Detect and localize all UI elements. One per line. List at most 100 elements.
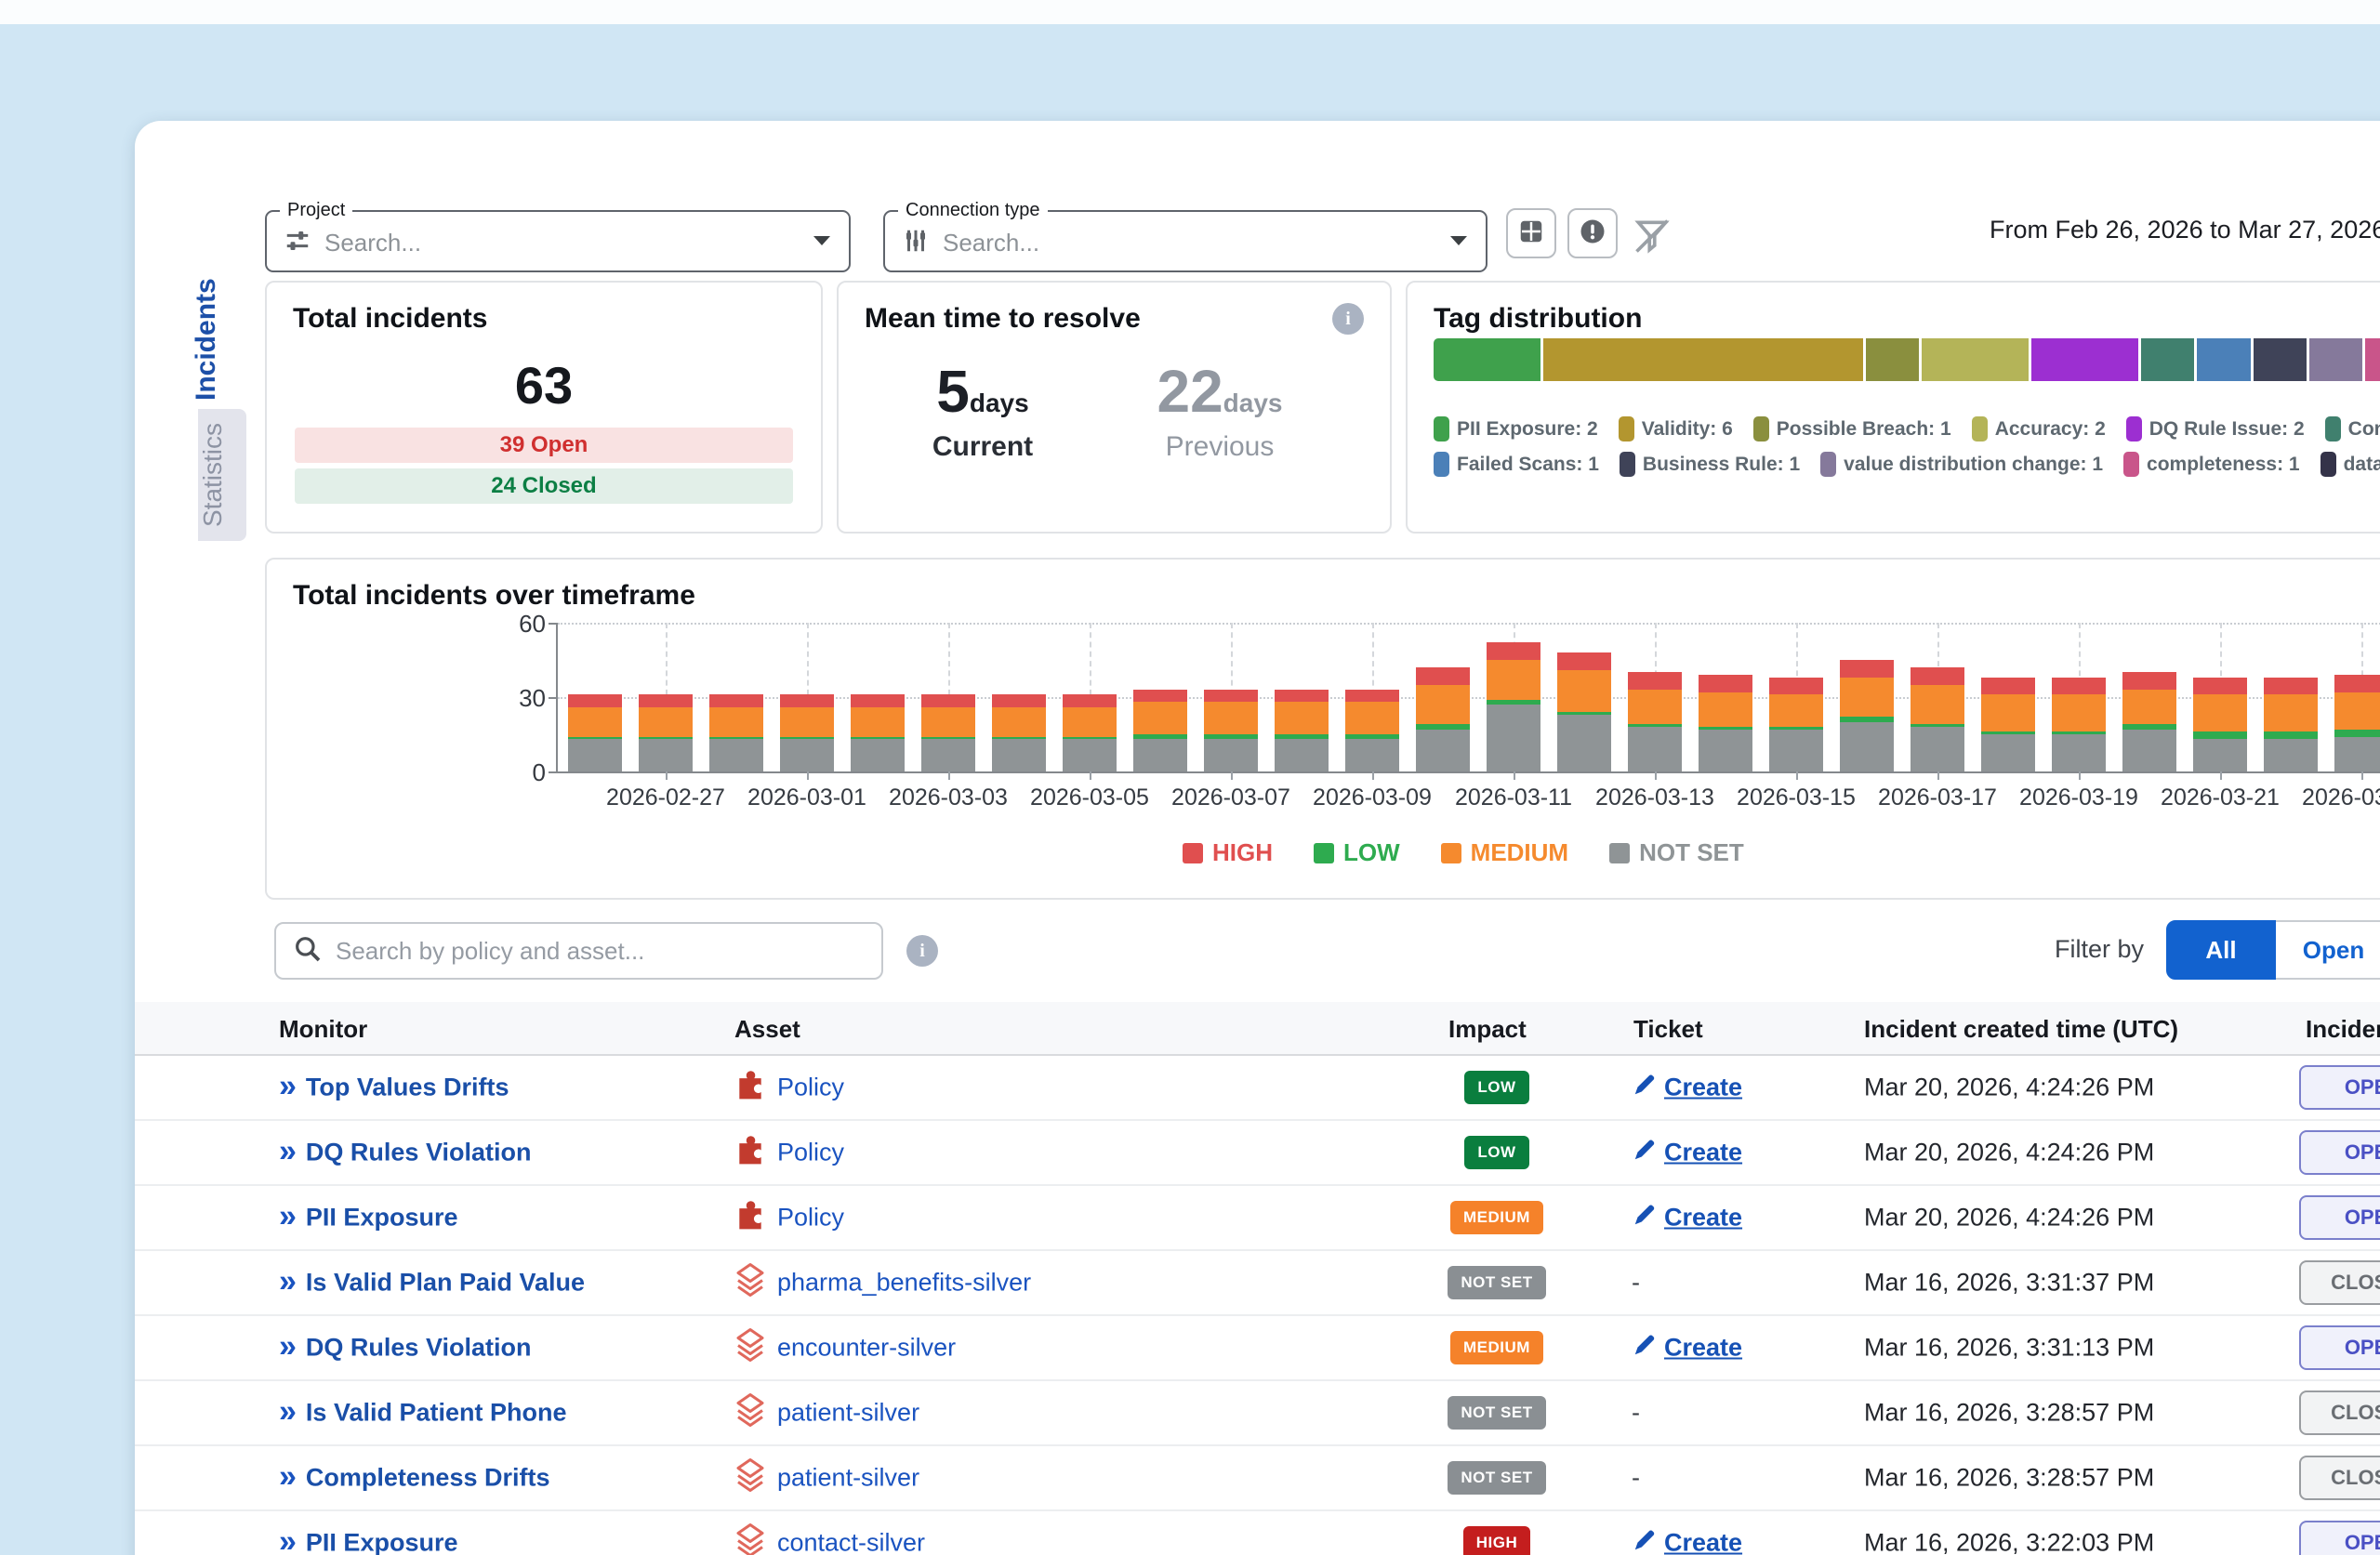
bar-segment-high: [851, 694, 905, 707]
project-filter-select[interactable]: Project Search...: [265, 200, 851, 272]
ticket-cell[interactable]: Create: [1632, 1074, 1742, 1102]
stacked-bar[interactable]: [1275, 690, 1329, 771]
stacked-bar[interactable]: [2052, 677, 2106, 771]
incident-status-badge[interactable]: OPEN: [2299, 1130, 2380, 1175]
status-cell: OPEN: [2299, 1521, 2380, 1555]
stacked-bar[interactable]: [2334, 675, 2380, 771]
asset-link[interactable]: patient-silver: [734, 1392, 919, 1434]
ticket-cell[interactable]: Create: [1632, 1529, 1742, 1555]
mixer-icon: [902, 227, 930, 259]
incident-status-badge[interactable]: OPEN: [2299, 1325, 2380, 1370]
monitor-link[interactable]: » Is Valid Patient Phone: [279, 1395, 567, 1428]
mean-time-title: Mean time to resolve: [865, 303, 1141, 334]
policy-asset-search[interactable]: Search by policy and asset...: [274, 922, 883, 980]
stacked-bar[interactable]: [1628, 672, 1682, 771]
stacked-bar[interactable]: [2122, 672, 2176, 771]
bar-segment-medium: [851, 706, 905, 737]
create-ticket-link[interactable]: Create: [1664, 1138, 1743, 1166]
create-ticket-link[interactable]: Create: [1664, 1333, 1743, 1362]
connection-type-select[interactable]: Connection type Search...: [883, 200, 1488, 272]
stacked-bar[interactable]: [1487, 642, 1540, 771]
stacked-bar[interactable]: [921, 694, 975, 771]
bar-segment-low: [2264, 731, 2318, 740]
mean-time-previous-value: 22: [1157, 358, 1223, 425]
asset-link[interactable]: contact-silver: [734, 1522, 925, 1555]
info-icon[interactable]: i: [906, 935, 938, 967]
dataset-layers-icon: [734, 1262, 766, 1304]
tab-statistics[interactable]: Statistics: [198, 409, 246, 541]
ticket-cell[interactable]: Create: [1632, 1139, 1742, 1167]
alerts-button[interactable]: [1567, 208, 1618, 258]
project-search-input[interactable]: Search...: [324, 228, 422, 257]
stacked-bar[interactable]: [1133, 690, 1187, 771]
bar-segment-high: [1769, 677, 1823, 695]
asset-link[interactable]: encounter-silver: [734, 1327, 956, 1369]
ticket-cell[interactable]: Create: [1632, 1204, 1742, 1232]
stacked-bar[interactable]: [1911, 667, 1964, 771]
asset-link[interactable]: Policy: [734, 1135, 844, 1171]
create-ticket-link[interactable]: Create: [1664, 1528, 1743, 1555]
bar-segment-low: [2122, 724, 2176, 730]
monitor-link[interactable]: » DQ Rules Violation: [279, 1135, 531, 1167]
clear-filters-button[interactable]: [1632, 216, 1673, 257]
pencil-icon: [1632, 1529, 1656, 1555]
stacked-bar[interactable]: [780, 694, 834, 771]
incident-status-badge[interactable]: OPEN: [2299, 1521, 2380, 1555]
filter-open-button[interactable]: Open: [2276, 920, 2380, 980]
incident-status-badge[interactable]: OPEN: [2299, 1195, 2380, 1240]
bar-segment-not-set: [709, 739, 763, 771]
chevron-down-icon[interactable]: [1448, 234, 1469, 252]
incident-status-badge[interactable]: CLOSED: [2299, 1456, 2380, 1500]
create-ticket-link[interactable]: Create: [1664, 1073, 1743, 1101]
stacked-bar[interactable]: [1769, 677, 1823, 771]
stacked-bar[interactable]: [1557, 652, 1611, 771]
grid-view-button[interactable]: [1506, 208, 1556, 258]
bar-segment-high: [1911, 667, 1964, 685]
asset-link[interactable]: pharma_benefits-silver: [734, 1262, 1031, 1304]
asset-link[interactable]: Policy: [734, 1200, 844, 1236]
incident-status-badge[interactable]: OPEN: [2299, 1065, 2380, 1110]
stacked-bar[interactable]: [1416, 667, 1470, 771]
incident-created-time: Mar 20, 2026, 4:24:26 PM: [1864, 1073, 2155, 1101]
stacked-bar[interactable]: [992, 694, 1046, 771]
ticket-cell[interactable]: Create: [1632, 1334, 1742, 1363]
bar-segment-low: [2334, 729, 2380, 737]
stacked-bar[interactable]: [1345, 690, 1399, 771]
monitor-link[interactable]: » DQ Rules Violation: [279, 1330, 531, 1363]
stacked-bar[interactable]: [2193, 677, 2247, 771]
info-icon[interactable]: i: [1332, 303, 1364, 335]
chevron-down-icon[interactable]: [812, 234, 832, 252]
stacked-bar[interactable]: [1981, 677, 2035, 771]
monitor-link[interactable]: » Completeness Drifts: [279, 1460, 550, 1493]
monitor-link[interactable]: » Top Values Drifts: [279, 1070, 509, 1102]
incident-status-badge[interactable]: CLOSED: [2299, 1390, 2380, 1435]
stacked-bar[interactable]: [1063, 694, 1117, 771]
bar-segment-not-set: [1345, 739, 1399, 771]
create-ticket-link[interactable]: Create: [1664, 1203, 1743, 1232]
monitor-link[interactable]: » PII Exposure: [279, 1200, 457, 1232]
stacked-bar[interactable]: [639, 694, 693, 771]
tag-legend-swatch: [2123, 452, 2140, 477]
stacked-bar[interactable]: [1204, 690, 1258, 771]
stacked-bar[interactable]: [2264, 677, 2318, 771]
monitor-link[interactable]: » PII Exposure: [279, 1525, 457, 1555]
monitor-link[interactable]: » Is Valid Plan Paid Value: [279, 1265, 585, 1298]
search-input[interactable]: Search by policy and asset...: [336, 936, 645, 965]
tag-legend-text: Failed Scans: 1: [1457, 453, 1599, 475]
bar-segment-medium: [1487, 660, 1540, 700]
stacked-bar[interactable]: [568, 694, 622, 771]
stacked-bar[interactable]: [1699, 675, 1752, 771]
ticket-empty: -: [1632, 1463, 1640, 1492]
filter-all-button[interactable]: All: [2166, 920, 2276, 980]
stacked-bar[interactable]: [1840, 660, 1894, 771]
stacked-bar[interactable]: [709, 694, 763, 771]
chart-legend-swatch: [1183, 842, 1203, 863]
incident-status-badge[interactable]: CLOSED: [2299, 1260, 2380, 1305]
asset-link[interactable]: patient-silver: [734, 1457, 919, 1499]
connection-search-input[interactable]: Search...: [943, 228, 1040, 257]
asset-name: Policy: [777, 1203, 845, 1232]
stacked-bar[interactable]: [851, 694, 905, 771]
x-axis-label: 2026-03-09: [1313, 784, 1432, 810]
asset-link[interactable]: Policy: [734, 1070, 844, 1106]
dataset-layers-icon: [734, 1392, 766, 1434]
